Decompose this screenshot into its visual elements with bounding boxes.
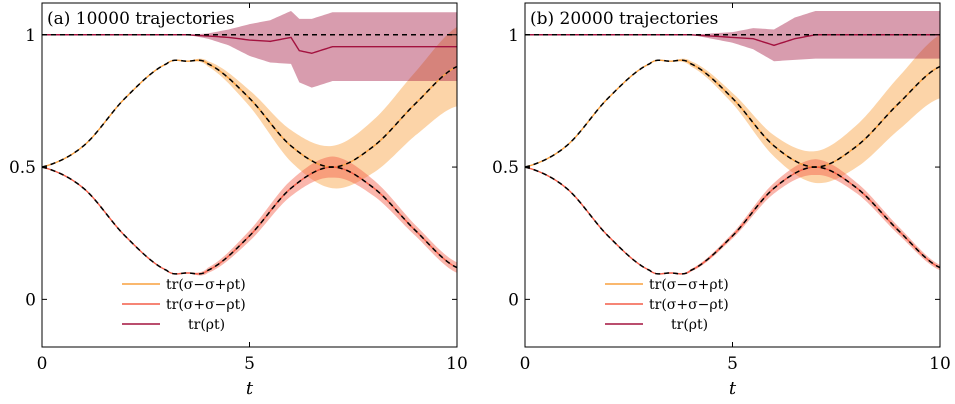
x-tick-label: 5 bbox=[244, 354, 255, 374]
legend-entry-3: tr(ρt) bbox=[671, 317, 708, 333]
reference-curve-1 bbox=[42, 59, 457, 168]
error-band-series-3 bbox=[42, 10, 457, 88]
x-tick-label: 10 bbox=[446, 354, 468, 374]
y-tick-label: 0.5 bbox=[492, 158, 519, 178]
error-band-series-1 bbox=[525, 34, 940, 184]
chart-panel-1: 0 5 10 0 0.5 1 t (a) 10000 trajectories tr(σ−σ+ρ… bbox=[9, 2, 468, 399]
legend: tr(σ−σ+ρt) tr(σ+σ−ρt) tr(ρt) bbox=[605, 277, 729, 333]
legend-entry-1: tr(σ−σ+ρt) bbox=[166, 277, 246, 293]
x-tick-label: 10 bbox=[929, 354, 951, 374]
x-tick-label: 0 bbox=[520, 354, 531, 374]
panel-title: (a) 10000 trajectories bbox=[47, 9, 235, 29]
series-line-2 bbox=[42, 166, 457, 275]
reference-curve-2 bbox=[42, 166, 457, 275]
series-line-2 bbox=[525, 166, 940, 275]
x-axis-label: t bbox=[246, 378, 254, 399]
y-tick-label: 0 bbox=[25, 290, 36, 310]
y-tick-label: 1 bbox=[25, 26, 36, 46]
y-tick-label: 1 bbox=[508, 26, 519, 46]
error-band-series-3 bbox=[525, 10, 940, 62]
x-axis-label: t bbox=[729, 378, 737, 399]
legend: tr(σ−σ+ρt) tr(σ+σ−ρt) tr(ρt) bbox=[122, 277, 246, 333]
legend-entry-3: tr(ρt) bbox=[188, 317, 225, 333]
panel-title: (b) 20000 trajectories bbox=[530, 9, 718, 29]
plot-area bbox=[525, 10, 940, 275]
plot-area bbox=[42, 10, 457, 276]
series-line-3 bbox=[42, 34, 457, 55]
x-tick-label: 5 bbox=[727, 354, 738, 374]
error-band-series-2 bbox=[525, 159, 940, 275]
y-tick-label: 0.5 bbox=[9, 158, 36, 178]
legend-entry-2: tr(σ+σ−ρt) bbox=[166, 297, 246, 313]
legend-entry-1: tr(σ−σ+ρt) bbox=[649, 277, 729, 293]
x-tick-label: 0 bbox=[37, 354, 48, 374]
legend-entry-2: tr(σ+σ−ρt) bbox=[649, 297, 729, 313]
error-band-series-2 bbox=[42, 156, 457, 276]
error-band-series-1 bbox=[42, 26, 457, 189]
reference-curve-1 bbox=[525, 59, 940, 168]
y-tick-label: 0 bbox=[508, 290, 519, 310]
chart-panel-2: 0 5 10 0 0.5 1 t (b) 20000 trajectories tr(σ−σ+ρ… bbox=[492, 2, 951, 399]
reference-curve-2 bbox=[525, 166, 940, 275]
